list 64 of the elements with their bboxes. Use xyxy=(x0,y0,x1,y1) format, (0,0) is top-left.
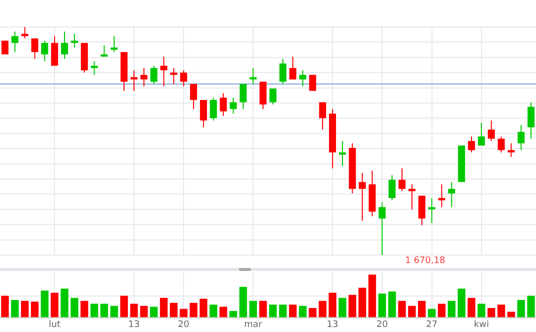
bar xyxy=(378,294,386,318)
bar xyxy=(1,296,9,318)
bar xyxy=(398,300,406,318)
bar xyxy=(468,298,476,318)
bar xyxy=(308,308,316,318)
text: 1 670,18 xyxy=(405,256,446,267)
bar xyxy=(388,292,396,318)
bar xyxy=(488,308,496,318)
x-tick-label: lut xyxy=(48,320,61,330)
bar xyxy=(200,298,208,318)
bar xyxy=(358,288,366,318)
x-tick-label: mar xyxy=(244,320,262,330)
bar xyxy=(408,306,416,318)
bar xyxy=(249,300,257,318)
bar xyxy=(269,304,277,318)
bar xyxy=(130,304,138,318)
bar xyxy=(11,300,19,318)
x-tick-label: 20 xyxy=(178,320,190,330)
bar xyxy=(30,302,39,318)
bar xyxy=(160,298,168,318)
x-tick-label: kwi xyxy=(474,320,489,330)
bar xyxy=(288,304,297,318)
bar xyxy=(70,298,78,318)
bar xyxy=(279,304,287,318)
bar xyxy=(90,304,98,318)
x-tick-label: 27 xyxy=(426,320,438,330)
candlestick xyxy=(428,198,436,224)
bar xyxy=(180,308,188,318)
bar xyxy=(210,304,218,318)
bar xyxy=(60,288,68,318)
bar xyxy=(80,300,88,318)
bar xyxy=(438,304,446,318)
bar xyxy=(338,298,346,318)
bar xyxy=(40,290,48,318)
bar xyxy=(120,296,128,318)
bar xyxy=(298,306,307,318)
x-tick-label: 13 xyxy=(128,320,140,330)
bar xyxy=(517,300,525,318)
bar xyxy=(448,300,456,318)
x-tick-label: 13 xyxy=(326,320,338,330)
bar xyxy=(497,304,506,318)
bar xyxy=(478,304,486,318)
bar xyxy=(140,306,148,318)
bar xyxy=(220,306,228,318)
bar xyxy=(328,292,336,318)
bar xyxy=(239,286,248,318)
bar xyxy=(458,288,466,318)
bar xyxy=(348,294,356,318)
bar xyxy=(170,302,178,318)
bar xyxy=(150,306,158,318)
bar xyxy=(527,296,535,318)
bar xyxy=(110,306,118,318)
bar xyxy=(368,274,376,318)
bar xyxy=(318,300,326,318)
bar xyxy=(418,300,426,318)
bar xyxy=(259,300,267,318)
bar xyxy=(100,304,108,318)
x-tick-label: 20 xyxy=(376,320,388,330)
bar xyxy=(507,312,516,318)
bar xyxy=(229,310,238,318)
bar xyxy=(428,308,436,318)
bar xyxy=(190,302,198,318)
bar xyxy=(20,300,29,318)
bar xyxy=(50,292,58,318)
